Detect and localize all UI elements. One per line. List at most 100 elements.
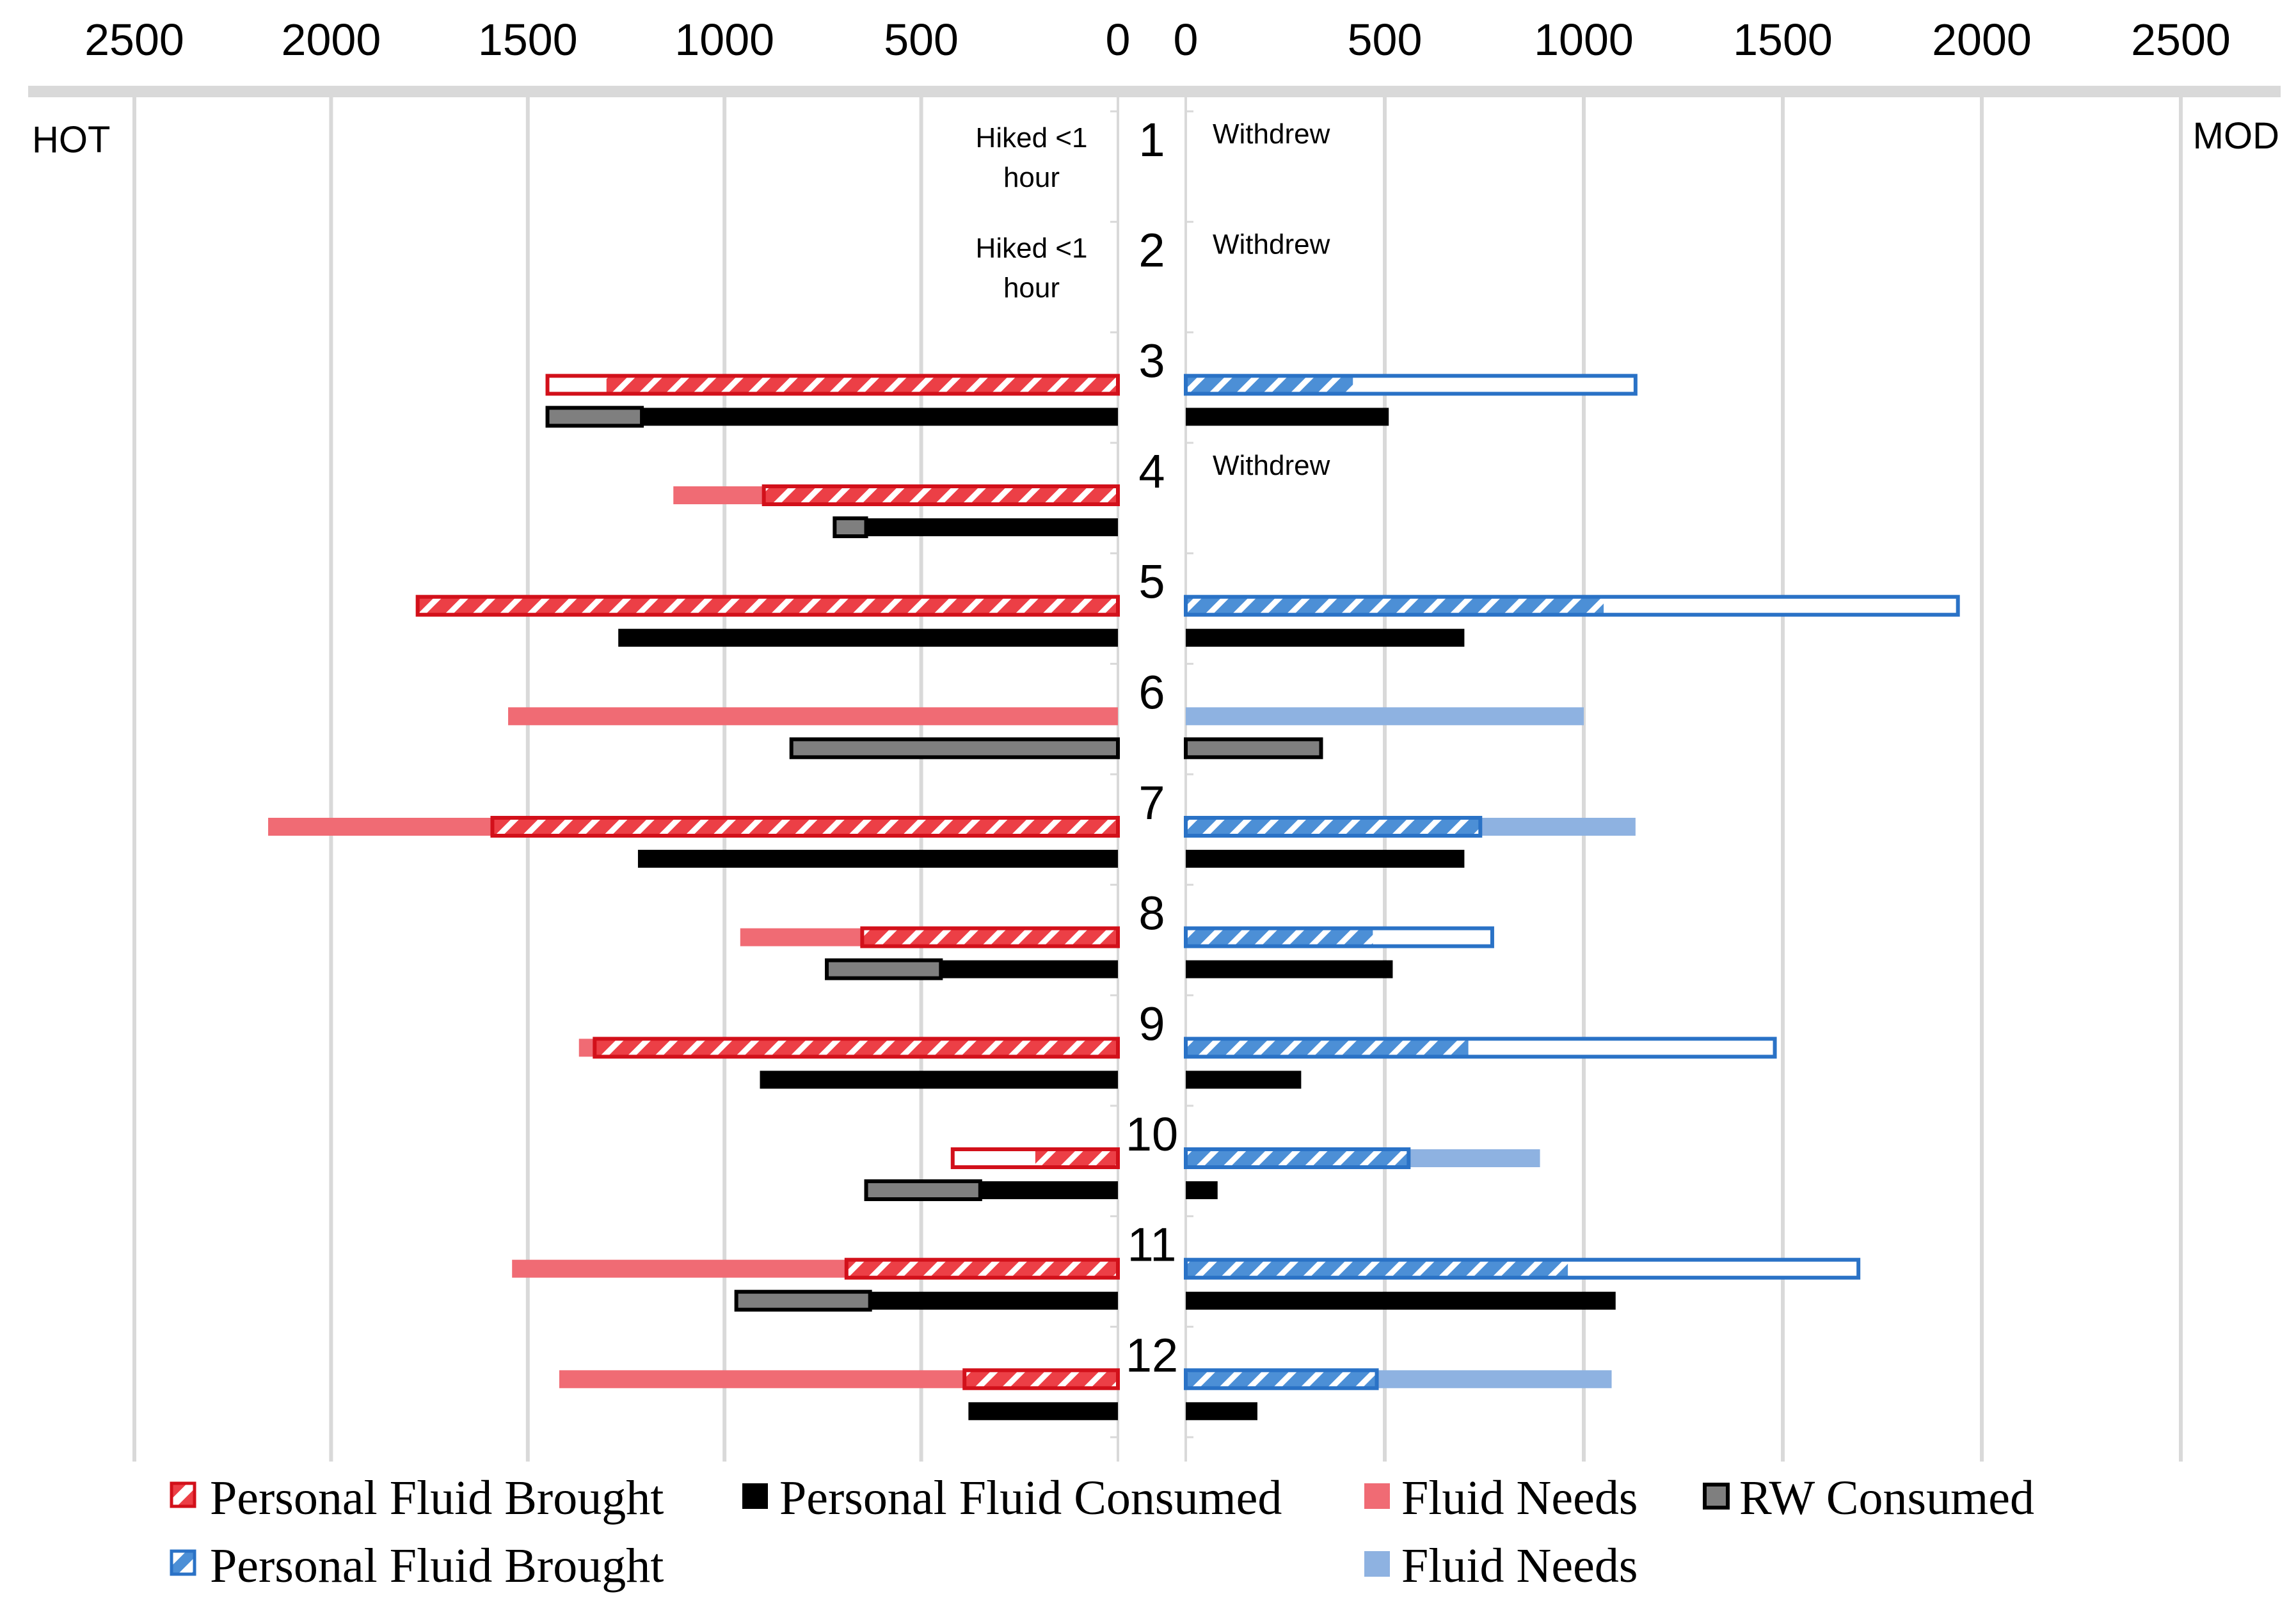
bar-mod-brought-hatch xyxy=(1186,1149,1409,1167)
tick-label-hot: 2500 xyxy=(84,15,184,65)
legend-swatch-hot-brought xyxy=(170,1481,196,1508)
bar-hot-brought-hatch xyxy=(862,928,1118,946)
mod-panel-label: MOD xyxy=(2193,115,2279,157)
bar-mod-personal-fluid-brought xyxy=(1184,1037,1777,1059)
bar-mod-brought-hatch xyxy=(1186,376,1353,394)
bar-mod-brought-hatch xyxy=(1186,1370,1377,1389)
legend-label-hot-needs: Fluid Needs xyxy=(1401,1471,1638,1525)
bar-hot-brought-hatch xyxy=(1035,1149,1118,1167)
bar-hot-personal-fluid-brought xyxy=(962,1368,1120,1391)
bar-hot-personal-fluid-brought xyxy=(415,594,1120,617)
bar-hot-brought-hatch xyxy=(417,596,1118,615)
bar-hot-brought-hatch xyxy=(846,1259,1118,1278)
legend: Personal Fluid Brought Personal Fluid Co… xyxy=(170,1471,2034,1593)
bar-hot-rw-consumed xyxy=(864,1179,982,1201)
hot-note: Hiked <1 xyxy=(976,233,1088,264)
bar-hot-personal-fluid-brought xyxy=(545,374,1120,396)
bar-mod-brought-hatch xyxy=(1186,928,1373,946)
bar-mod-brought-hatch xyxy=(1186,818,1481,836)
bar-hot-rw-consumed xyxy=(833,516,868,538)
tick-label-mod: 0 xyxy=(1174,15,1199,65)
hot-note: hour xyxy=(1003,273,1060,304)
bar-mod-personal-fluid-brought xyxy=(1184,1368,1379,1391)
legend-swatch-rw xyxy=(1703,1483,1730,1510)
bar-hot-brought-hatch xyxy=(763,486,1118,504)
bar-mod-personal-fluid-consumed xyxy=(1186,960,1393,978)
participant-number: 10 xyxy=(1126,1108,1178,1161)
bar-mod-fluid-needs xyxy=(1186,707,1584,726)
tick-label-mod: 500 xyxy=(1348,15,1423,65)
bar-hot-brought-hatch xyxy=(964,1370,1118,1389)
top-rule xyxy=(28,86,2281,97)
bar-hot-personal-fluid-consumed xyxy=(760,1071,1118,1089)
bar-mod-personal-fluid-consumed xyxy=(1186,1402,1257,1421)
bar-hot-personal-fluid-brought xyxy=(490,816,1120,838)
participant-number: 5 xyxy=(1138,555,1165,609)
participant-number: 12 xyxy=(1126,1328,1178,1382)
legend-label-hot-brought: Personal Fluid Brought xyxy=(210,1471,664,1525)
bar-hot-rw-consumed xyxy=(734,1289,872,1312)
tick-label-mod: 2000 xyxy=(1932,15,2032,65)
mod-note: Withdrew xyxy=(1213,118,1330,150)
legend-label-rw: RW Consumed xyxy=(1739,1471,2034,1525)
participant-number: 4 xyxy=(1138,445,1165,498)
bar-hot-personal-fluid-brought xyxy=(950,1147,1120,1169)
bar-hot-personal-fluid-brought xyxy=(860,926,1120,948)
hot-note: Hiked <1 xyxy=(976,122,1088,154)
bar-mod-rw-consumed xyxy=(1184,737,1323,760)
bar-hot-personal-fluid-brought xyxy=(761,484,1120,506)
legend-swatch-mod-brought xyxy=(170,1549,196,1576)
mod-note: Withdrew xyxy=(1213,450,1330,481)
bar-mod-personal-fluid-brought xyxy=(1184,816,1483,838)
bar-hot-rw-consumed xyxy=(545,406,644,428)
bar-hot-fluid-needs xyxy=(508,707,1118,726)
hot-note: hour xyxy=(1003,162,1060,193)
bar-mod-brought-hatch xyxy=(1186,1039,1469,1057)
bar-hot-rw-consumed xyxy=(825,958,943,980)
legend-hot-needs: Fluid Needs xyxy=(1364,1471,1638,1525)
axis-ticks: 2500 2000 1500 1000 500 0 0 500 1000 1500 2000 2500 xyxy=(84,15,2231,65)
bar-mod-personal-fluid-consumed xyxy=(1186,1291,1616,1310)
bar-hot-brought-hatch xyxy=(594,1039,1118,1057)
bar-mod-personal-fluid-brought xyxy=(1184,1147,1411,1169)
bar-hot-rw-consumed xyxy=(789,737,1120,760)
participant-labels: 1 Hiked <1 hour Withdrew 2 Hiked <1 hour Withdr… xyxy=(976,113,1330,1382)
participant-number: 8 xyxy=(1138,887,1165,940)
bar-mod-personal-fluid-brought xyxy=(1184,1257,1861,1280)
participant-number: 2 xyxy=(1138,224,1165,277)
participant-number: 6 xyxy=(1138,666,1165,719)
mod-note: Withdrew xyxy=(1213,229,1330,260)
bar-mod-personal-fluid-brought xyxy=(1184,926,1494,948)
participant-number: 1 xyxy=(1138,113,1165,166)
bar-hot-personal-fluid-consumed xyxy=(834,518,1118,536)
bar-hot-personal-fluid-consumed xyxy=(637,850,1118,868)
gridlines xyxy=(132,97,2183,1462)
legend-consumed: Personal Fluid Consumed xyxy=(742,1471,1282,1525)
bars xyxy=(268,374,1960,1421)
tick-label-hot: 1000 xyxy=(674,15,774,65)
participant-number: 7 xyxy=(1138,776,1165,829)
participant-number: 11 xyxy=(1128,1218,1177,1271)
legend-swatch-hot-needs xyxy=(1364,1483,1390,1509)
bar-hot-personal-fluid-consumed xyxy=(618,628,1118,647)
bar-mod-personal-fluid-brought xyxy=(1184,374,1638,396)
tick-label-hot: 500 xyxy=(884,15,959,65)
bar-hot-personal-fluid-brought xyxy=(844,1257,1120,1280)
bar-mod-personal-fluid-consumed xyxy=(1186,850,1465,868)
legend-swatch-consumed xyxy=(742,1483,768,1509)
bar-hot-brought-hatch xyxy=(606,376,1118,394)
legend-label-mod-needs: Fluid Needs xyxy=(1401,1539,1638,1593)
bar-mod-personal-fluid-consumed xyxy=(1186,1181,1218,1199)
tick-label-hot: 0 xyxy=(1106,15,1131,65)
tick-label-mod: 1500 xyxy=(1733,15,1833,65)
tick-label-hot: 1500 xyxy=(478,15,578,65)
tick-label-hot: 2000 xyxy=(282,15,381,65)
bar-hot-personal-fluid-brought xyxy=(593,1037,1120,1059)
legend-swatch-mod-needs xyxy=(1364,1551,1390,1577)
tick-label-mod: 2500 xyxy=(2131,15,2231,65)
bar-mod-brought-hatch xyxy=(1186,596,1604,615)
hot-panel-label: HOT xyxy=(32,119,110,161)
bar-mod-brought-hatch xyxy=(1186,1259,1568,1278)
legend-label-mod-brought: Personal Fluid Brought xyxy=(210,1539,664,1593)
